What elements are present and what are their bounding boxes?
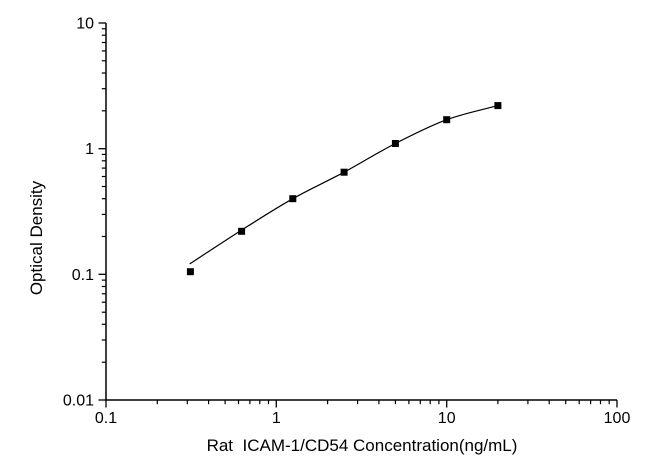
y-tick-label: 0.1 [72, 267, 94, 284]
x-tick-label: 100 [604, 410, 631, 427]
y-tick-label: 0.01 [63, 393, 94, 410]
x-axis-title: Rat ICAM-1/CD54 Concentration(ng/mL) [206, 436, 518, 455]
y-tick-label: 1 [85, 141, 94, 158]
x-tick-label: 0.1 [95, 410, 117, 427]
axes-lines [105, 23, 617, 401]
data-point-marker [391, 140, 399, 147]
data-point-marker [238, 227, 246, 235]
standard-curve-line [189, 105, 499, 265]
x-tick-label: 10 [438, 410, 456, 427]
data-point-marker [289, 195, 297, 203]
data-point-marker [443, 116, 451, 124]
y-tick-label: 10 [76, 16, 94, 33]
data-point-marker [494, 102, 502, 110]
data-point-marker [340, 168, 348, 176]
x-tick-label: 1 [272, 410, 281, 427]
y-axis-title: Optical Density [27, 180, 46, 296]
data-point-marker [186, 268, 194, 276]
